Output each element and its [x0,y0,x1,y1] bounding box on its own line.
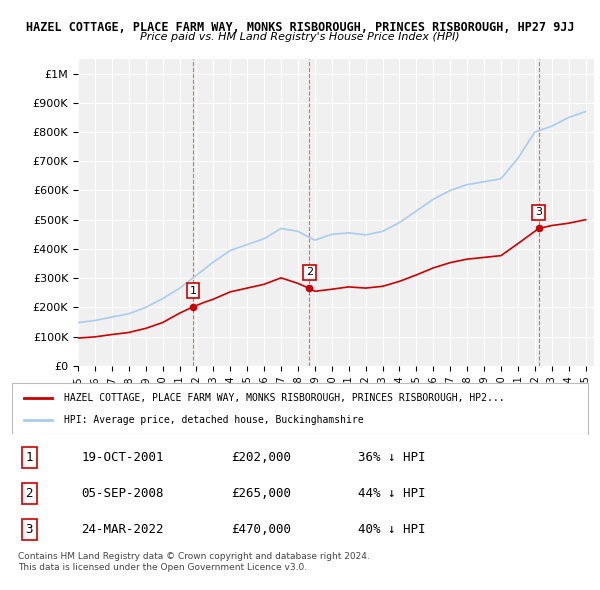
Text: 40% ↓ HPI: 40% ↓ HPI [358,523,425,536]
Text: £202,000: £202,000 [231,451,291,464]
Text: Contains HM Land Registry data © Crown copyright and database right 2024.: Contains HM Land Registry data © Crown c… [18,552,370,560]
Text: HPI: Average price, detached house, Buckinghamshire: HPI: Average price, detached house, Buck… [64,415,364,425]
Text: HAZEL COTTAGE, PLACE FARM WAY, MONKS RISBOROUGH, PRINCES RISBOROUGH, HP2...: HAZEL COTTAGE, PLACE FARM WAY, MONKS RIS… [64,392,505,402]
Text: 05-SEP-2008: 05-SEP-2008 [81,487,164,500]
Text: 44% ↓ HPI: 44% ↓ HPI [358,487,425,500]
Point [534,224,544,233]
Text: £470,000: £470,000 [231,523,291,536]
Text: HAZEL COTTAGE, PLACE FARM WAY, MONKS RISBOROUGH, PRINCES RISBOROUGH, HP27 9JJ: HAZEL COTTAGE, PLACE FARM WAY, MONKS RIS… [26,21,574,34]
Text: 3: 3 [26,523,33,536]
Text: Price paid vs. HM Land Registry's House Price Index (HPI): Price paid vs. HM Land Registry's House … [140,32,460,42]
Text: This data is licensed under the Open Government Licence v3.0.: This data is licensed under the Open Gov… [18,563,307,572]
Point [188,302,198,312]
Point [304,284,314,293]
Text: 36% ↓ HPI: 36% ↓ HPI [358,451,425,464]
Text: 1: 1 [190,286,197,296]
Text: 1: 1 [26,451,33,464]
Text: £265,000: £265,000 [231,487,291,500]
Text: 2: 2 [26,487,33,500]
Text: 3: 3 [535,208,542,217]
Text: 24-MAR-2022: 24-MAR-2022 [81,523,164,536]
Text: 2: 2 [306,267,313,277]
Text: 19-OCT-2001: 19-OCT-2001 [81,451,164,464]
